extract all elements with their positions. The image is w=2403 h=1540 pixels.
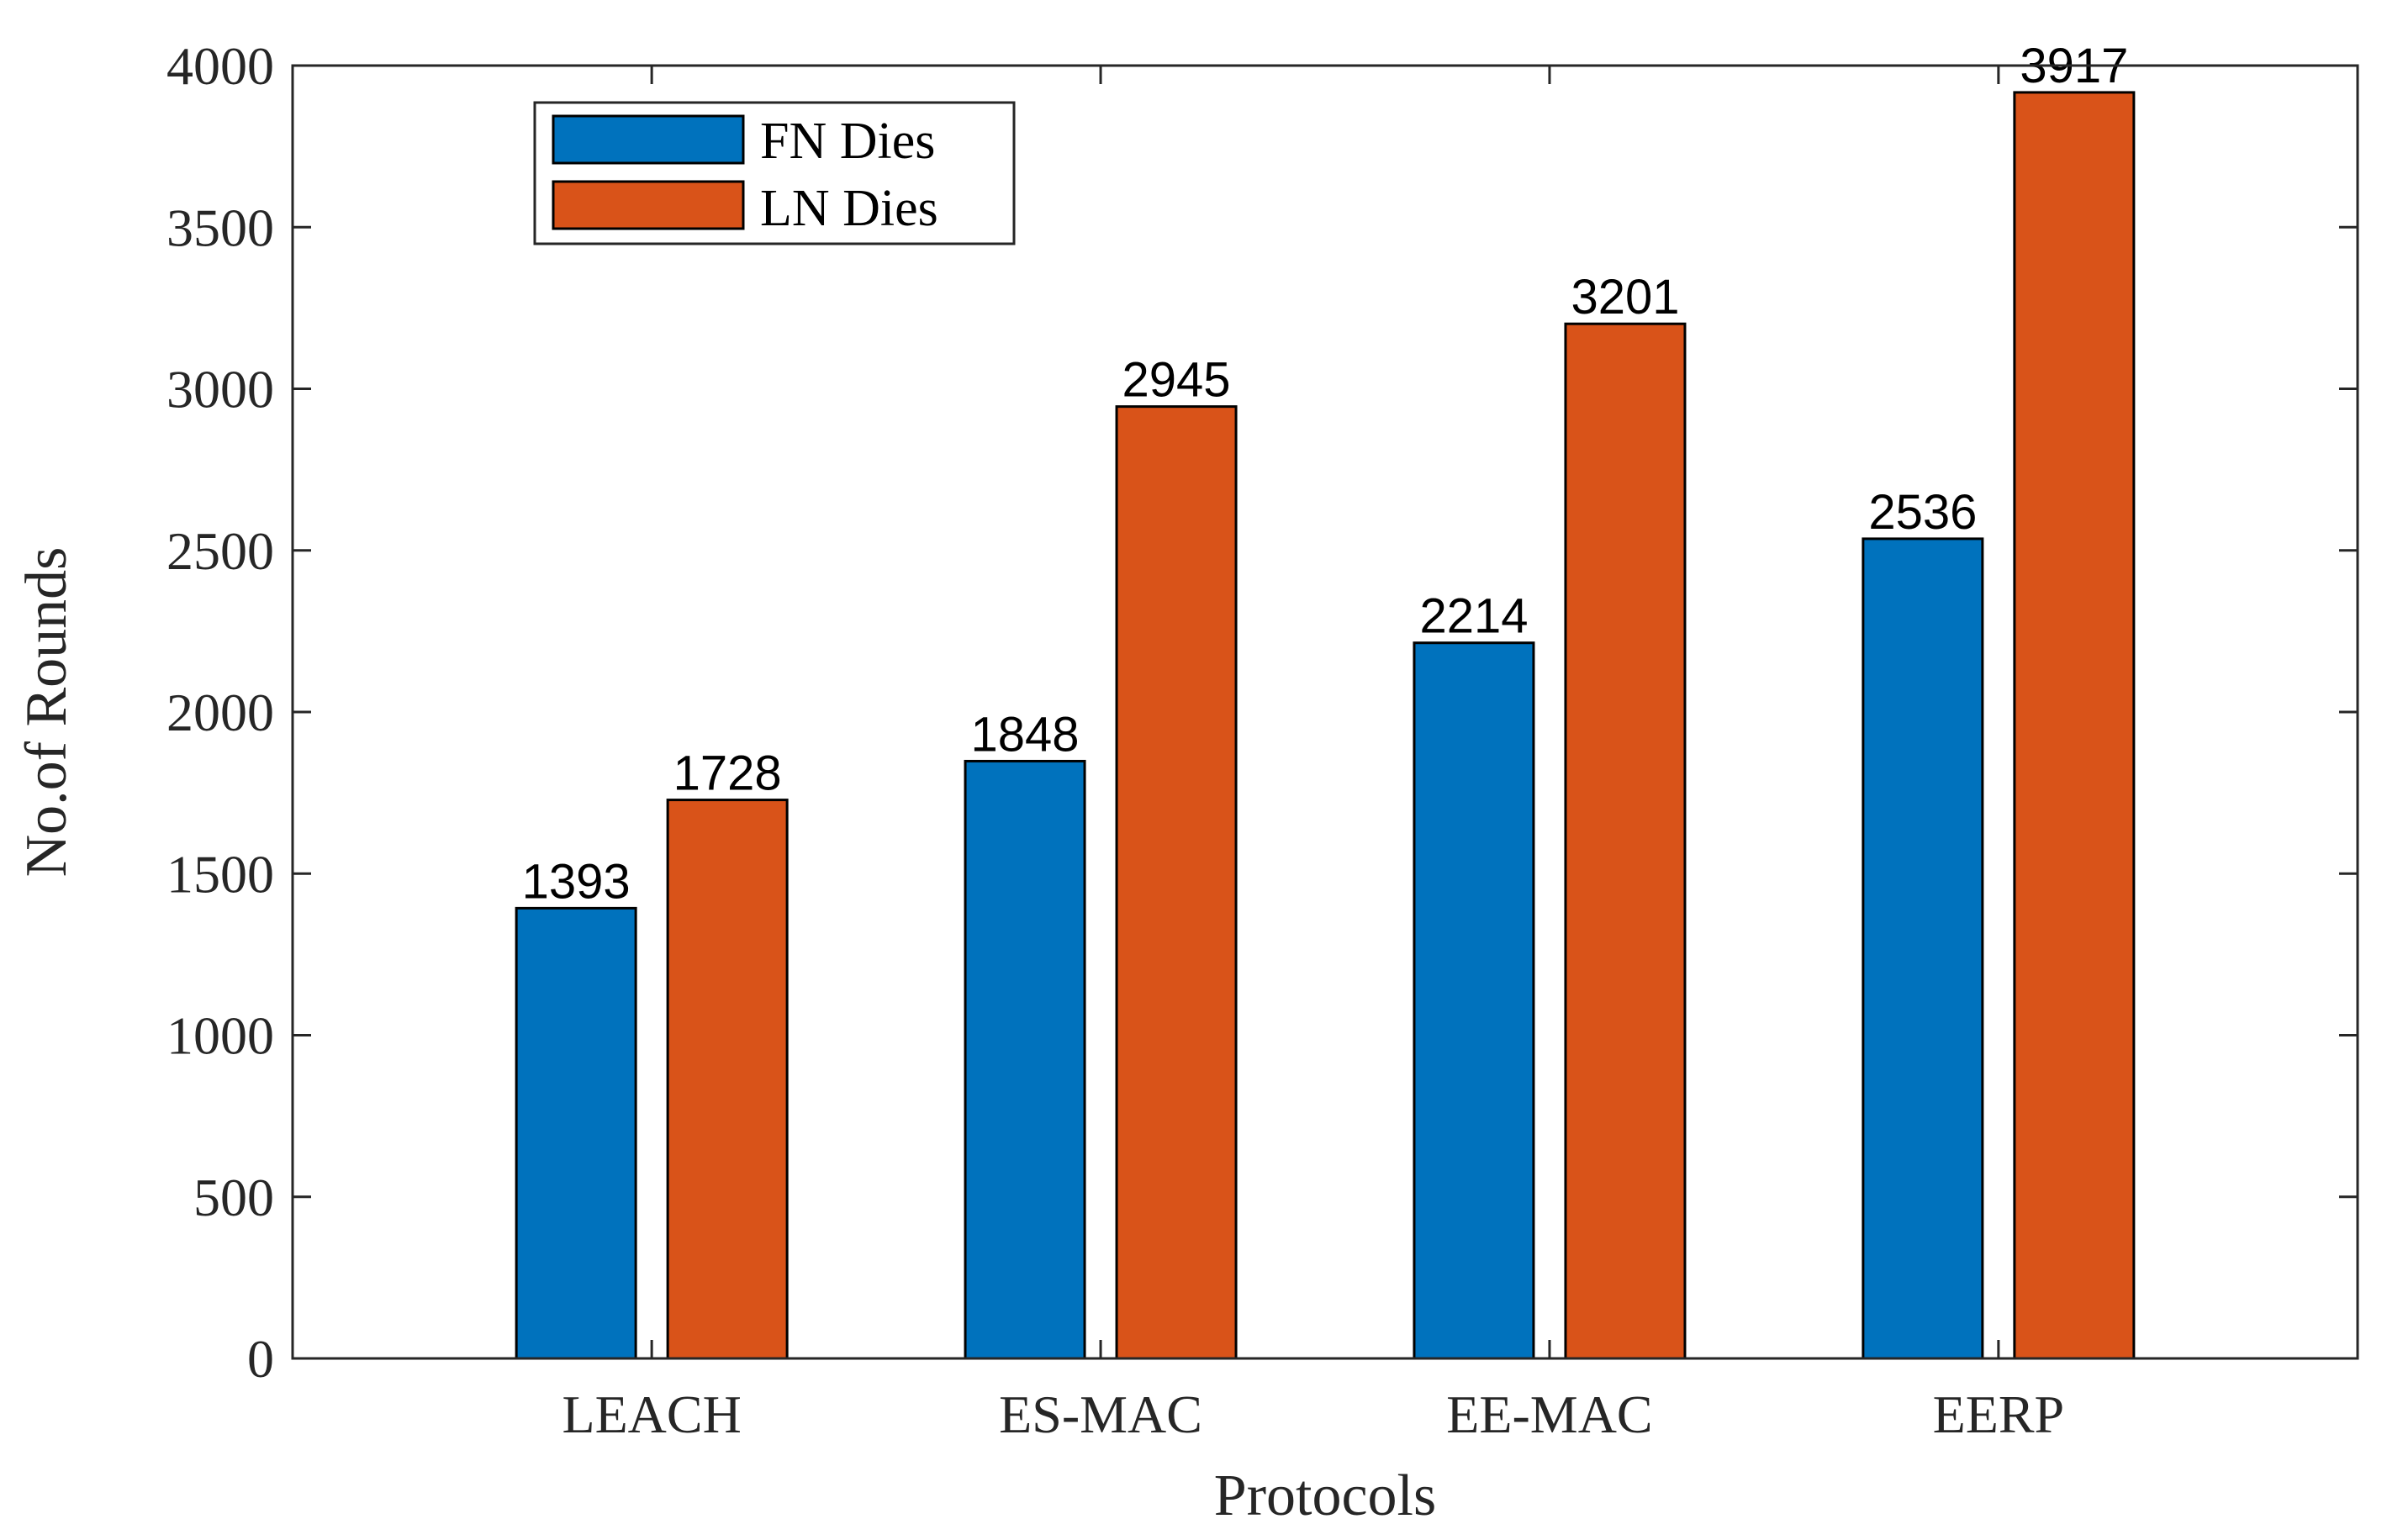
bar-ln-dies-es-mac [1115, 405, 1238, 1360]
ticks-group [293, 64, 2358, 1360]
y-tick-label-1500: 1500 [166, 844, 274, 904]
y-tick-label-3000: 3000 [166, 360, 274, 419]
x-tick-label-leach: LEACH [562, 1384, 741, 1444]
legend-label-fn-dies: FN Dies [760, 113, 935, 170]
legend-swatch-fn-dies [552, 114, 745, 165]
bar-ln-dies-leach [666, 799, 789, 1360]
x-tick-labels: LEACH ES-MAC EE-MAC EERP [562, 1384, 2064, 1444]
bar-fn-dies-eerp [1862, 537, 1984, 1360]
bar-ln-dies-eerp [2013, 91, 2136, 1360]
y-tick-label-3500: 3500 [166, 198, 274, 257]
legend-label-ln-dies: LN Dies [760, 180, 938, 237]
y-tick-label-500: 500 [193, 1168, 274, 1227]
data-label-fn-dies-eerp: 2536 [1868, 485, 1977, 540]
legend-swatch-ln-dies [552, 180, 745, 230]
x-axis-title: Protocols [1214, 1464, 1436, 1528]
y-tick-label-2000: 2000 [166, 683, 274, 742]
bar-ln-dies-ee-mac [1564, 322, 1687, 1360]
bar-fn-dies-es-mac [964, 759, 1086, 1360]
x-tick-label-ee-mac: EE-MAC [1446, 1384, 1652, 1444]
x-tick-label-eerp: EERP [1933, 1384, 2064, 1444]
y-tick-label-0: 0 [247, 1329, 274, 1389]
data-label-ln-dies-es-mac: 2945 [1122, 353, 1231, 408]
data-label-fn-dies-ee-mac: 2214 [1419, 589, 1528, 644]
y-tick-label-1000: 1000 [166, 1006, 274, 1066]
bar-fn-dies-ee-mac [1413, 641, 1535, 1360]
y-axis-title: No.of Rounds [14, 547, 79, 878]
bar-fn-dies-leach [515, 906, 637, 1360]
data-label-fn-dies-leach: 1393 [522, 854, 631, 909]
y-tick-label-4000: 4000 [166, 36, 274, 96]
x-tick-label-es-mac: ES-MAC [999, 1384, 1202, 1444]
data-label-ln-dies-leach: 1728 [673, 746, 782, 801]
y-tick-labels: 0 500 1000 1500 2000 2500 3000 3500 4000 [166, 36, 274, 1389]
y-tick-label-2500: 2500 [166, 521, 274, 581]
data-label-ln-dies-ee-mac: 3201 [1571, 270, 1679, 324]
data-label-fn-dies-es-mac: 1848 [971, 707, 1080, 762]
bars-group [515, 91, 2136, 1360]
legend: FN Dies LN Dies [533, 101, 1016, 245]
